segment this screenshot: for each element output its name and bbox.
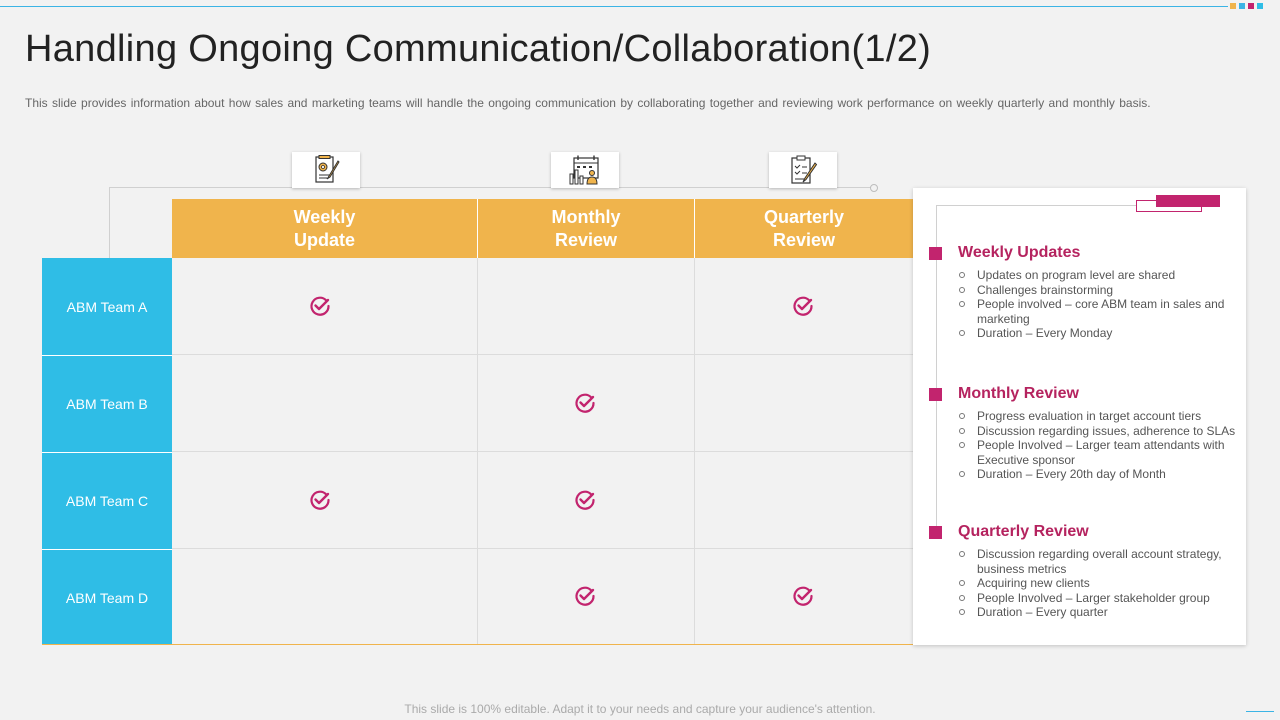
checklist-edit-icon: [769, 152, 837, 188]
connector-line: [109, 187, 872, 188]
checkmark-icon: [792, 295, 814, 317]
column-header-weekly: Weekly Update: [172, 199, 477, 258]
section-quarterly-review: Quarterly Review Discussion regarding ov…: [929, 523, 1239, 620]
list-item: Updates on program level are shared: [958, 268, 1239, 283]
list-item: People Involved – Larger stakeholder gro…: [958, 591, 1239, 606]
section-bullet: [929, 246, 942, 260]
row-label-team-b: ABM Team B: [42, 355, 172, 452]
section-bullet: [929, 387, 942, 401]
column-header-quarterly: Quarterly Review: [694, 199, 913, 258]
section-title: Monthly Review: [958, 385, 1079, 402]
grid-line: [172, 548, 913, 549]
row-label-team-a: ABM Team A: [42, 258, 172, 355]
list-item: Duration – Every 20th day of Month: [958, 467, 1239, 482]
panel-connector-line: [936, 205, 1136, 206]
list-item: Challenges brainstorming: [958, 283, 1239, 298]
panel-connector-line-vertical: [936, 205, 937, 532]
section-bullet: [929, 525, 942, 539]
column-header-monthly: Monthly Review: [477, 199, 694, 258]
panel-tab: [1156, 195, 1220, 207]
section-title: Weekly Updates: [958, 244, 1081, 261]
connector-line-vertical: [109, 187, 110, 258]
section-title: Quarterly Review: [958, 523, 1089, 540]
page-title: Handling Ongoing Communication/Collabora…: [25, 28, 932, 70]
grid-line: [172, 451, 913, 452]
grid-line: [172, 354, 913, 355]
list-item: People Involved – Larger team attendants…: [958, 438, 1239, 467]
settings-document-icon: [292, 152, 360, 188]
list-item: Discussion regarding issues, adherence t…: [958, 424, 1239, 439]
top-accent-line: [0, 6, 1228, 7]
row-label-team-d: ABM Team D: [42, 549, 172, 645]
table-bottom-line: [42, 644, 914, 645]
row-label-team-c: ABM Team C: [42, 452, 172, 549]
section-weekly-updates: Weekly Updates Updates on program level …: [929, 244, 1239, 341]
page-subtitle: This slide provides information about ho…: [25, 96, 1151, 110]
checkmark-icon: [574, 585, 596, 607]
connector-dot: [870, 184, 878, 192]
checkmark-icon: [792, 585, 814, 607]
list-item: Duration – Every quarter: [958, 605, 1239, 620]
details-panel: [913, 188, 1246, 645]
list-item: Discussion regarding overall account str…: [958, 547, 1239, 576]
list-item: Acquiring new clients: [958, 576, 1239, 591]
checkmark-icon: [309, 295, 331, 317]
list-item: Progress evaluation in target account ti…: [958, 409, 1239, 424]
checkmark-icon: [574, 489, 596, 511]
list-item: People involved – core ABM team in sales…: [958, 297, 1239, 326]
section-monthly-review: Monthly Review Progress evaluation in ta…: [929, 385, 1239, 482]
list-item: Duration – Every Monday: [958, 326, 1239, 341]
checkmark-icon: [574, 392, 596, 414]
calendar-chart-icon: [551, 152, 619, 188]
bottom-accent-line: [1246, 711, 1274, 712]
corner-decoration: [1230, 3, 1263, 9]
footer-note: This slide is 100% editable. Adapt it to…: [404, 702, 876, 716]
checkmark-icon: [309, 489, 331, 511]
